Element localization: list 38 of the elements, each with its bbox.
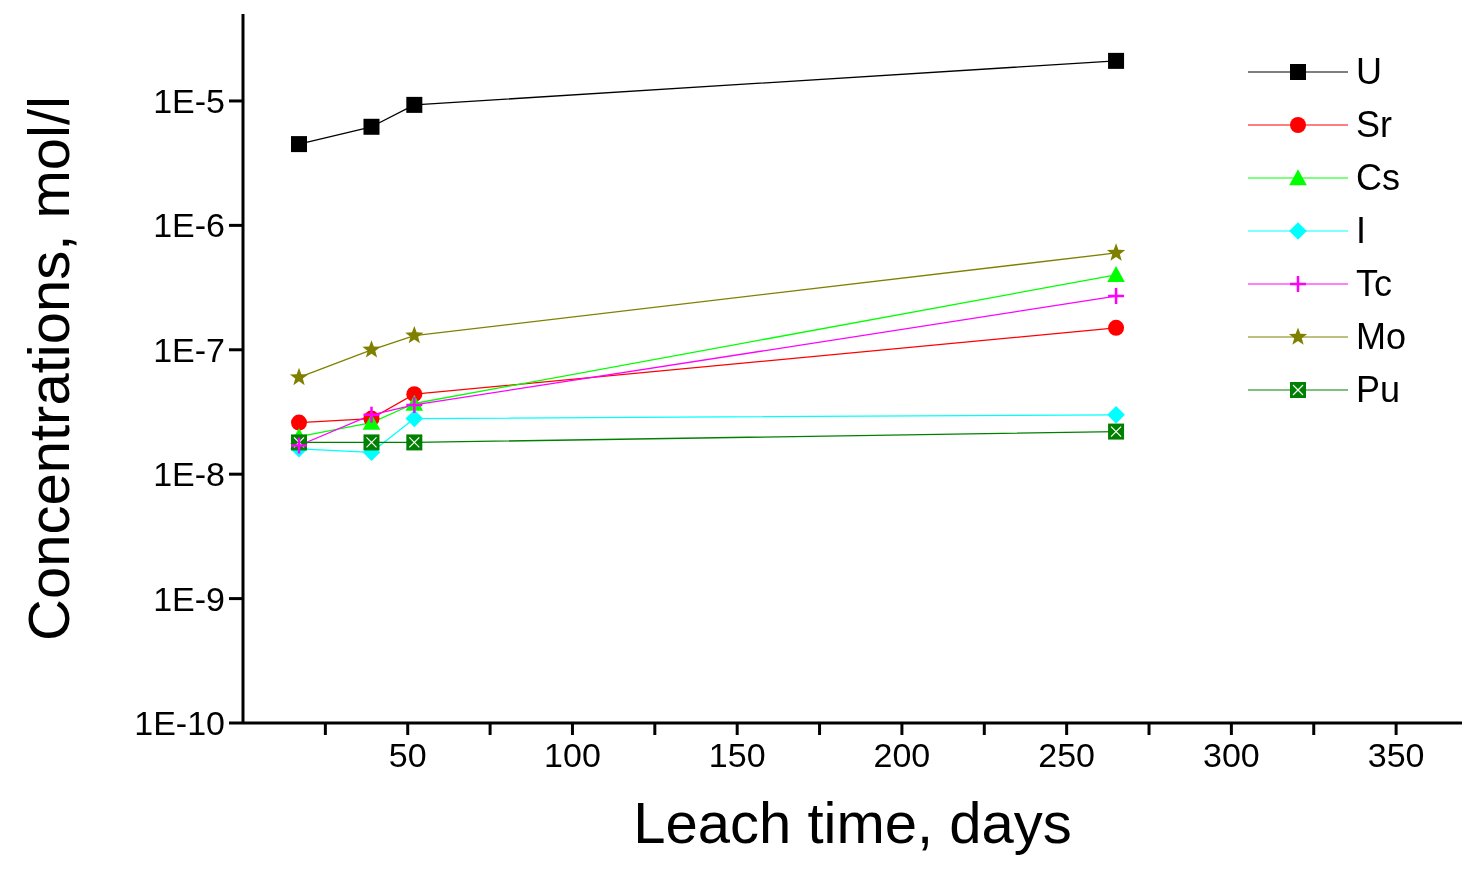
x-tick-label: 350 xyxy=(1367,736,1425,775)
x-tick-label: 250 xyxy=(1038,736,1096,775)
x-tick-label: 150 xyxy=(708,736,766,775)
point xyxy=(405,409,424,428)
x-axis-title: Leach time, days xyxy=(633,790,1072,855)
point xyxy=(1108,319,1125,336)
x-tick-label: 50 xyxy=(388,736,427,775)
point xyxy=(289,367,309,386)
y-tick-label: 1E-5 xyxy=(153,82,225,121)
legend-label: I xyxy=(1356,209,1367,252)
legend-label: U xyxy=(1356,50,1382,93)
y-axis-title: Concentrations, mol/l xyxy=(15,96,81,641)
point xyxy=(1108,52,1125,69)
legend-label: Mo xyxy=(1356,315,1407,358)
y-tick-label: 1E-7 xyxy=(153,330,225,369)
point xyxy=(291,414,308,431)
point xyxy=(1106,286,1126,306)
x-tick-label: 200 xyxy=(873,736,931,775)
legend-label: Sr xyxy=(1356,103,1392,146)
point xyxy=(1107,266,1125,283)
x-tick-label: 100 xyxy=(544,736,601,775)
point xyxy=(362,340,381,358)
point xyxy=(405,395,424,415)
point xyxy=(291,136,308,153)
legend-label: Cs xyxy=(1356,156,1400,199)
point xyxy=(406,96,423,113)
y-tick-label: 1E-6 xyxy=(153,206,225,245)
legend-label: Tc xyxy=(1356,262,1392,305)
point xyxy=(363,118,380,135)
point xyxy=(1106,243,1126,261)
y-tick-label: 1E-10 xyxy=(134,704,225,743)
point xyxy=(362,405,381,425)
legend-label: Pu xyxy=(1356,368,1401,411)
point xyxy=(405,326,424,344)
y-tick-label: 1E-8 xyxy=(153,455,225,494)
y-tick-label: 1E-9 xyxy=(153,579,225,618)
point xyxy=(1107,406,1125,424)
x-tick-label: 300 xyxy=(1203,736,1260,775)
